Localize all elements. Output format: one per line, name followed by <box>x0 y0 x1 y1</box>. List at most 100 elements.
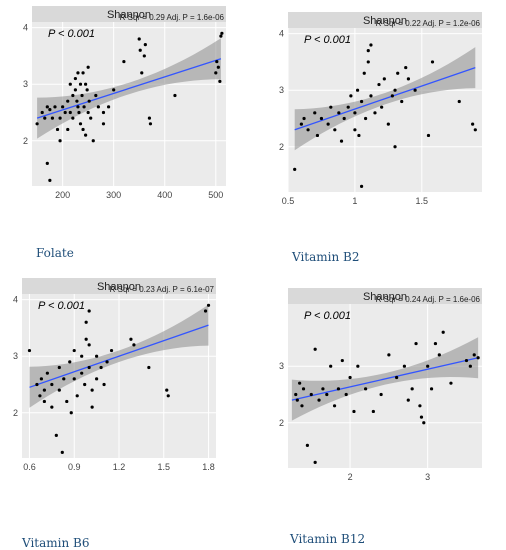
data-point <box>43 116 47 120</box>
data-point <box>393 145 397 149</box>
data-point <box>449 381 453 385</box>
data-point <box>433 341 438 346</box>
facet-strip <box>32 6 226 22</box>
data-point <box>317 398 321 402</box>
data-point <box>406 398 410 402</box>
data-point <box>50 405 54 409</box>
facet-title: Shannon <box>97 281 141 293</box>
data-point <box>406 77 411 81</box>
data-point <box>356 364 360 368</box>
data-point <box>410 387 414 391</box>
data-point <box>348 375 352 380</box>
data-point <box>42 388 46 392</box>
data-point <box>143 43 147 47</box>
data-point <box>294 392 298 397</box>
data-point <box>298 381 302 385</box>
y-tick-label: 2 <box>23 136 28 146</box>
data-point <box>73 88 77 92</box>
data-point <box>81 127 85 132</box>
data-point <box>76 71 80 75</box>
data-point <box>437 353 441 357</box>
data-point <box>216 65 220 69</box>
data-point <box>58 139 62 143</box>
data-point <box>339 139 344 143</box>
data-point <box>173 93 177 98</box>
trend-line <box>291 357 479 401</box>
data-point <box>357 133 361 138</box>
chart-vitamin-b12: Shannon 2 3 2 3 P < 0.001 R Sqr = 0.24 Adj. P … <box>270 288 486 486</box>
chart-svg: Shannon 2 3 2 3 P < 0.001 R Sqr = 0.24 Adj. P … <box>279 288 482 482</box>
data-point <box>422 421 426 425</box>
x-tick-label: 0.5 <box>282 196 295 206</box>
data-point <box>346 105 350 109</box>
data-point <box>85 88 89 92</box>
data-point <box>66 127 70 132</box>
data-point <box>329 105 333 109</box>
y-tick-label: 2 <box>279 142 284 152</box>
data-point <box>89 116 93 120</box>
stats-label: R Sqr = 0.23 Adj. P = 6.1e-07 <box>110 285 215 294</box>
data-point <box>87 99 91 103</box>
data-point <box>293 167 297 171</box>
data-point <box>68 110 72 115</box>
data-point <box>371 409 375 414</box>
chart-folate: Shannon 2 3 4 200 300 400 500 P < 0.001 R Sqr = 0… <box>14 6 230 204</box>
y-tick-label: 3 <box>23 79 28 89</box>
chart-vitamin-b6: Shannon 2 3 4 0.6 0.9 1.2 1.5 1.8 P < 0.001 R Sqr … <box>4 278 220 476</box>
data-point <box>319 116 324 121</box>
caption-folate: Folate <box>36 246 74 260</box>
data-point <box>95 377 99 381</box>
data-point <box>45 371 49 375</box>
data-point <box>71 93 75 98</box>
data-point <box>382 77 386 81</box>
data-point <box>305 443 309 447</box>
data-point <box>366 49 370 53</box>
data-point <box>55 127 60 132</box>
data-point <box>87 309 91 313</box>
data-point <box>468 364 472 368</box>
data-point <box>137 37 141 41</box>
data-point <box>138 48 142 52</box>
data-point <box>68 82 72 86</box>
data-point <box>203 309 208 313</box>
chart-vitamin-b2: Shannon 2 3 4 0.5 1 1.5 P < 0.001 R Sqr = 0.22 A… <box>270 12 486 210</box>
data-point <box>106 105 111 109</box>
data-point <box>80 93 84 98</box>
stats-label: R Sqr = 0.29 Adj. P = 1.6e-06 <box>120 13 225 22</box>
data-point <box>83 382 87 387</box>
data-point <box>80 354 84 358</box>
data-point <box>62 377 66 381</box>
data-point <box>333 128 337 132</box>
data-point <box>57 365 61 370</box>
p-value-label: P < 0.001 <box>304 310 351 322</box>
data-point <box>101 122 106 126</box>
data-point <box>84 82 88 86</box>
data-point <box>301 387 306 391</box>
data-point <box>75 394 79 398</box>
data-point <box>122 59 126 64</box>
data-point <box>429 387 434 391</box>
y-tick-label: 4 <box>23 23 28 33</box>
x-tick-label: 200 <box>55 190 70 200</box>
facet-title: Shannon <box>107 9 151 21</box>
data-point <box>390 94 394 98</box>
data-point <box>387 353 391 357</box>
data-point <box>147 116 152 120</box>
data-point <box>63 110 67 115</box>
data-point <box>90 405 94 409</box>
data-point <box>69 411 73 415</box>
data-point <box>84 320 88 324</box>
data-point <box>295 398 299 402</box>
data-point <box>395 375 399 380</box>
data-point <box>464 358 469 363</box>
data-point <box>61 105 65 109</box>
data-point <box>218 79 222 83</box>
x-tick-label: 0.9 <box>68 462 81 472</box>
data-point <box>94 93 98 98</box>
data-point <box>299 122 303 126</box>
x-tick-label: 1 <box>352 196 357 206</box>
data-point <box>219 34 223 38</box>
data-point <box>400 99 404 104</box>
data-point <box>81 71 85 75</box>
data-point <box>65 399 69 404</box>
